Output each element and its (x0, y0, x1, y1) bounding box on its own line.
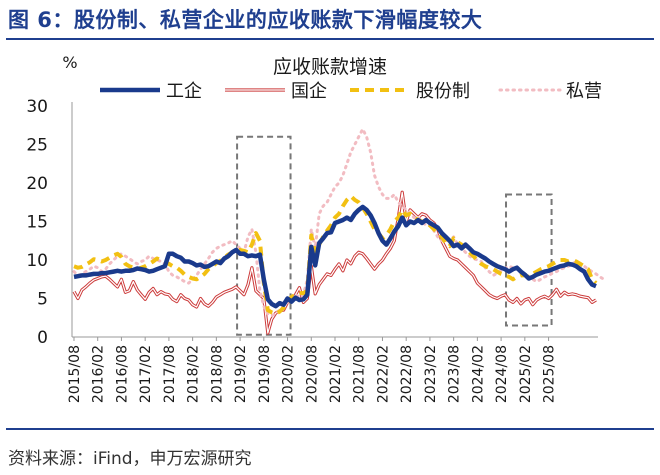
x-tick-label: 2020/08 (304, 345, 320, 403)
chart-title: 应收账款增速 (273, 56, 387, 78)
x-tick-label: 2022/08 (399, 345, 415, 403)
y-tick-label: 30 (26, 97, 48, 117)
series-soe-line-inner (73, 191, 597, 334)
x-tick-label: 2022/02 (375, 345, 391, 403)
line-chart: 应收账款增速 % 工企 国企 股份制 私营 0 5 10 15 20 25 30 2015/08 20… (26, 53, 606, 403)
legend-item: 工企 (100, 81, 202, 102)
y-tick-label: 5 (37, 290, 48, 310)
legend-label: 工企 (166, 81, 202, 102)
series-joint-stock-line (73, 194, 598, 316)
x-tick-label: 2025/02 (518, 345, 534, 403)
x-tick-label: 2023/08 (447, 345, 463, 403)
x-tick-label: 2023/02 (423, 345, 439, 403)
x-tick-label: 2024/02 (470, 345, 486, 403)
series-layer (72, 127, 606, 335)
legend-label: 国企 (291, 81, 327, 102)
legend-item: 私营 (498, 81, 602, 102)
x-tick-label: 2021/08 (352, 345, 368, 403)
figure-title: 图 6：股份制、私营企业的应收账款下滑幅度较大 (8, 8, 483, 32)
highlight-box-1 (236, 135, 292, 336)
x-tick-label: 2017/08 (162, 345, 178, 403)
legend: 工企 国企 股份制 私营 (100, 81, 602, 102)
x-tick-label: 2016/02 (91, 345, 107, 403)
legend-label: 私营 (566, 81, 602, 102)
x-tick-label: 2016/08 (114, 345, 130, 403)
highlight-boxes (236, 135, 553, 336)
x-tick-label: 2017/02 (138, 345, 154, 403)
x-tick-label: 2020/02 (281, 345, 297, 403)
legend-item: 国企 (225, 81, 327, 102)
x-tick-label: 2021/02 (328, 345, 344, 403)
title-rule (6, 38, 654, 40)
y-tick-label: 20 (26, 174, 48, 194)
x-tick-label: 2015/08 (67, 345, 83, 403)
series-industrial-line (73, 204, 597, 309)
series-soe (72, 190, 597, 335)
y-tick-label: 25 (26, 136, 48, 156)
axes: 0 5 10 15 20 25 30 2015/08 2016/02 2016/08 2017/02… (26, 97, 598, 403)
bottom-rule (6, 428, 654, 430)
x-tick-label: 2024/08 (494, 345, 510, 403)
x-tick-label: 2025/08 (542, 345, 558, 403)
highlight-box-2 (505, 193, 553, 327)
y-tick-label: 15 (26, 213, 48, 233)
x-tick-label: 2019/02 (233, 345, 249, 403)
x-tick-label: 2018/02 (186, 345, 202, 403)
y-tick-label: 10 (26, 251, 48, 271)
x-tick-label: 2019/08 (257, 345, 273, 403)
series-joint-stock (73, 194, 598, 316)
x-tick-label: 2018/08 (209, 345, 225, 403)
legend-item: 股份制 (350, 81, 470, 102)
y-axis-unit: % (62, 53, 77, 72)
y-tick-label: 0 (37, 328, 48, 348)
source-note: 资料来源：iFind，申万宏源研究 (8, 449, 252, 469)
series-industrial (73, 204, 597, 309)
legend-label: 股份制 (416, 81, 470, 102)
